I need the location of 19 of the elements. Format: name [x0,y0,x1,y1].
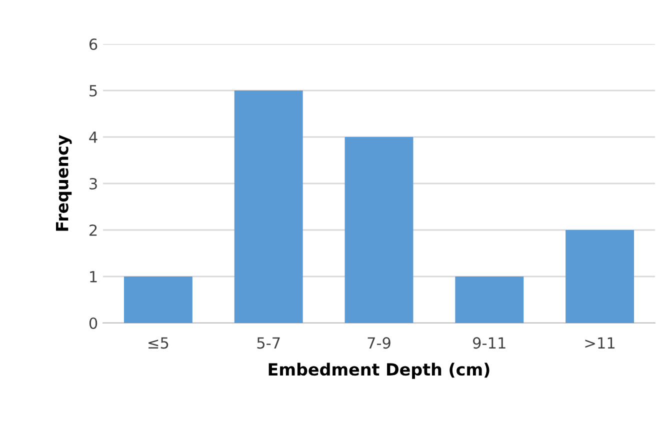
y-tick-label: 1 [90,271,97,282]
y-tick-label: 0 [89,317,98,330]
x-tick-label: 7-9 [368,337,390,349]
x-axis-title: Embedment Depth (cm) [268,362,490,379]
y-tick-label: 5 [90,85,97,97]
bar [344,137,414,323]
bar [124,276,192,323]
bar [234,90,303,323]
x-tick-label: >11 [585,337,615,348]
y-axis-title: Frequency [56,135,72,231]
y-tick-label: 4 [89,132,98,143]
bar [455,276,524,323]
x-tick-label: ≤5 [148,337,168,349]
x-tick-label: 5-7 [257,337,280,349]
y-tick-label: 6 [89,38,98,50]
y-tick-label: 2 [90,224,97,236]
bar [566,230,634,323]
y-tick-label: 3 [90,178,97,190]
x-tick-label: 9-11 [473,337,506,349]
